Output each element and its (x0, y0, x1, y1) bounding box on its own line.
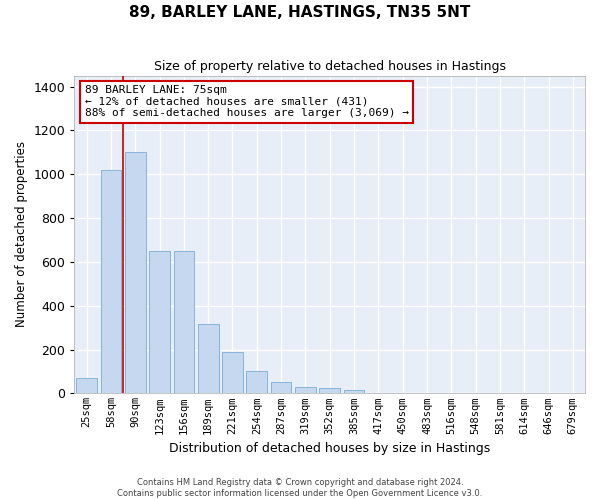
Title: Size of property relative to detached houses in Hastings: Size of property relative to detached ho… (154, 60, 506, 73)
Bar (173, 251, 194, 394)
Y-axis label: Number of detached properties: Number of detached properties (15, 142, 28, 328)
Bar (125, 152, 146, 394)
Text: 89, BARLEY LANE, HASTINGS, TN35 5NT: 89, BARLEY LANE, HASTINGS, TN35 5NT (130, 5, 470, 20)
Bar (101, 170, 121, 394)
Bar (295, 387, 316, 394)
Bar (247, 372, 267, 394)
Bar (344, 390, 364, 394)
Bar (198, 324, 218, 394)
Bar (149, 251, 170, 394)
Text: Contains HM Land Registry data © Crown copyright and database right 2024.
Contai: Contains HM Land Registry data © Crown c… (118, 478, 482, 498)
Text: 89 BARLEY LANE: 75sqm
← 12% of detached houses are smaller (431)
88% of semi-det: 89 BARLEY LANE: 75sqm ← 12% of detached … (85, 85, 409, 118)
Bar (222, 352, 243, 394)
Bar (319, 388, 340, 394)
Bar (271, 382, 292, 394)
X-axis label: Distribution of detached houses by size in Hastings: Distribution of detached houses by size … (169, 442, 490, 455)
Bar (76, 378, 97, 394)
